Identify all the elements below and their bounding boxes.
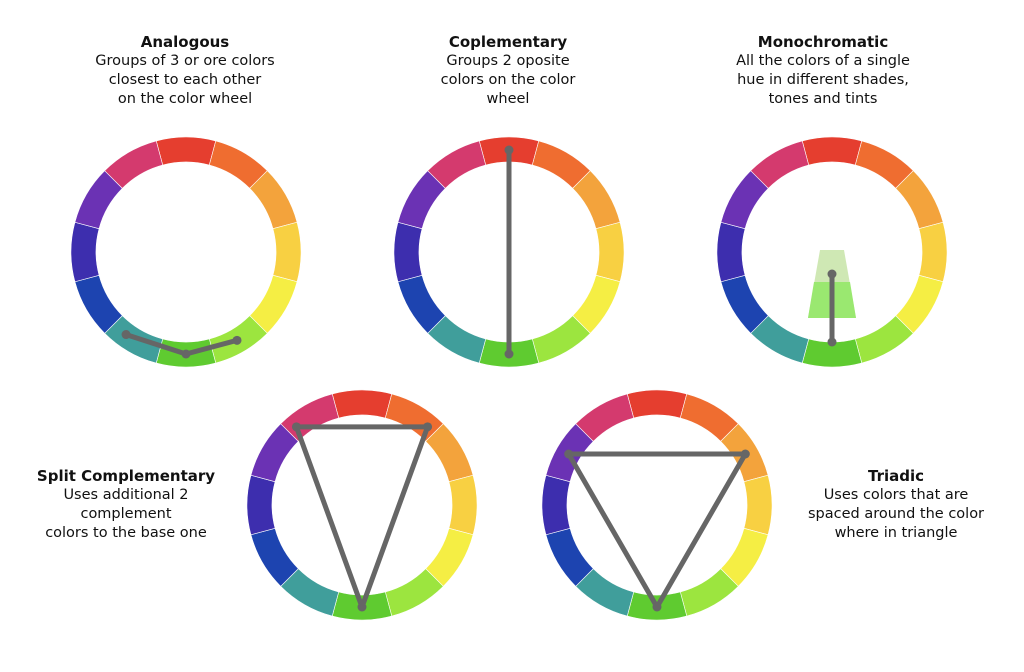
- wheel-segment: [70, 221, 100, 283]
- wheel-segment: [427, 140, 487, 189]
- monochromatic-color-wheel: [716, 136, 948, 368]
- scheme-color-marker: [291, 422, 301, 432]
- wheel-segment: [448, 474, 478, 536]
- wheel-segment: [801, 136, 863, 166]
- scheme-color-marker: [827, 269, 837, 279]
- triadic-title: Triadic: [867, 467, 924, 485]
- scheme-color-marker: [357, 602, 367, 612]
- wheel-segment: [918, 221, 948, 283]
- complementary-description: Groups 2 oposite colors on the color whe…: [440, 53, 576, 107]
- analogous-color-wheel: [70, 136, 302, 368]
- wheel-segment: [595, 221, 625, 283]
- scheme-color-marker: [423, 422, 433, 432]
- scheme-color-marker: [564, 449, 574, 459]
- wheel-segment: [541, 474, 571, 536]
- wheel-segment: [750, 140, 810, 189]
- wheel-segment: [246, 474, 276, 536]
- wheel-segment: [393, 221, 423, 283]
- analogous-title: Analogous: [140, 33, 230, 51]
- wheel-segment: [716, 221, 746, 283]
- wheel-segment: [743, 474, 773, 536]
- complementary-caption: Coplementary Groups 2 oposite colors on …: [358, 33, 658, 109]
- scheme-color-marker: [740, 449, 750, 459]
- scheme-color-marker: [232, 335, 242, 345]
- monochromatic-description: All the colors of a single hue in differ…: [736, 53, 910, 107]
- split-complementary-title: Split Complementary: [36, 467, 216, 485]
- scheme-color-marker: [121, 330, 131, 340]
- scheme-color-marker: [504, 349, 514, 359]
- split-complementary-description: Uses additional 2 complement colors to t…: [45, 487, 207, 541]
- wheel-segment: [104, 140, 164, 189]
- triadic-color-wheel: [541, 389, 773, 621]
- wheel-segment: [626, 389, 688, 419]
- scheme-connector-line: [293, 424, 431, 610]
- split-complementary-caption: Split Complementary Uses additional 2 co…: [0, 467, 276, 543]
- analogous-caption: Analogous Groups of 3 or ore colors clos…: [35, 33, 335, 109]
- wheel-segment: [331, 389, 393, 419]
- triadic-caption: Triadic Uses colors that are spaced arou…: [746, 467, 1024, 543]
- scheme-color-marker: [181, 349, 191, 359]
- scheme-connector-line: [566, 451, 748, 610]
- scheme-color-marker: [827, 337, 837, 347]
- monochromatic-title: Monochromatic: [757, 33, 889, 51]
- wheel-segment: [155, 136, 217, 166]
- analogous-description: Groups of 3 or ore colors closest to eac…: [95, 53, 275, 107]
- complementary-title: Coplementary: [448, 33, 568, 51]
- scheme-color-marker: [652, 602, 662, 612]
- triadic-description: Uses colors that are spaced around the c…: [807, 487, 985, 541]
- complementary-color-wheel: [393, 136, 625, 368]
- scheme-color-marker: [504, 145, 514, 155]
- wheel-segment: [575, 393, 635, 442]
- monochromatic-caption: Monochromatic All the colors of a single…: [673, 33, 973, 109]
- split-complementary-color-wheel: [246, 389, 478, 621]
- wheel-segment: [272, 221, 302, 283]
